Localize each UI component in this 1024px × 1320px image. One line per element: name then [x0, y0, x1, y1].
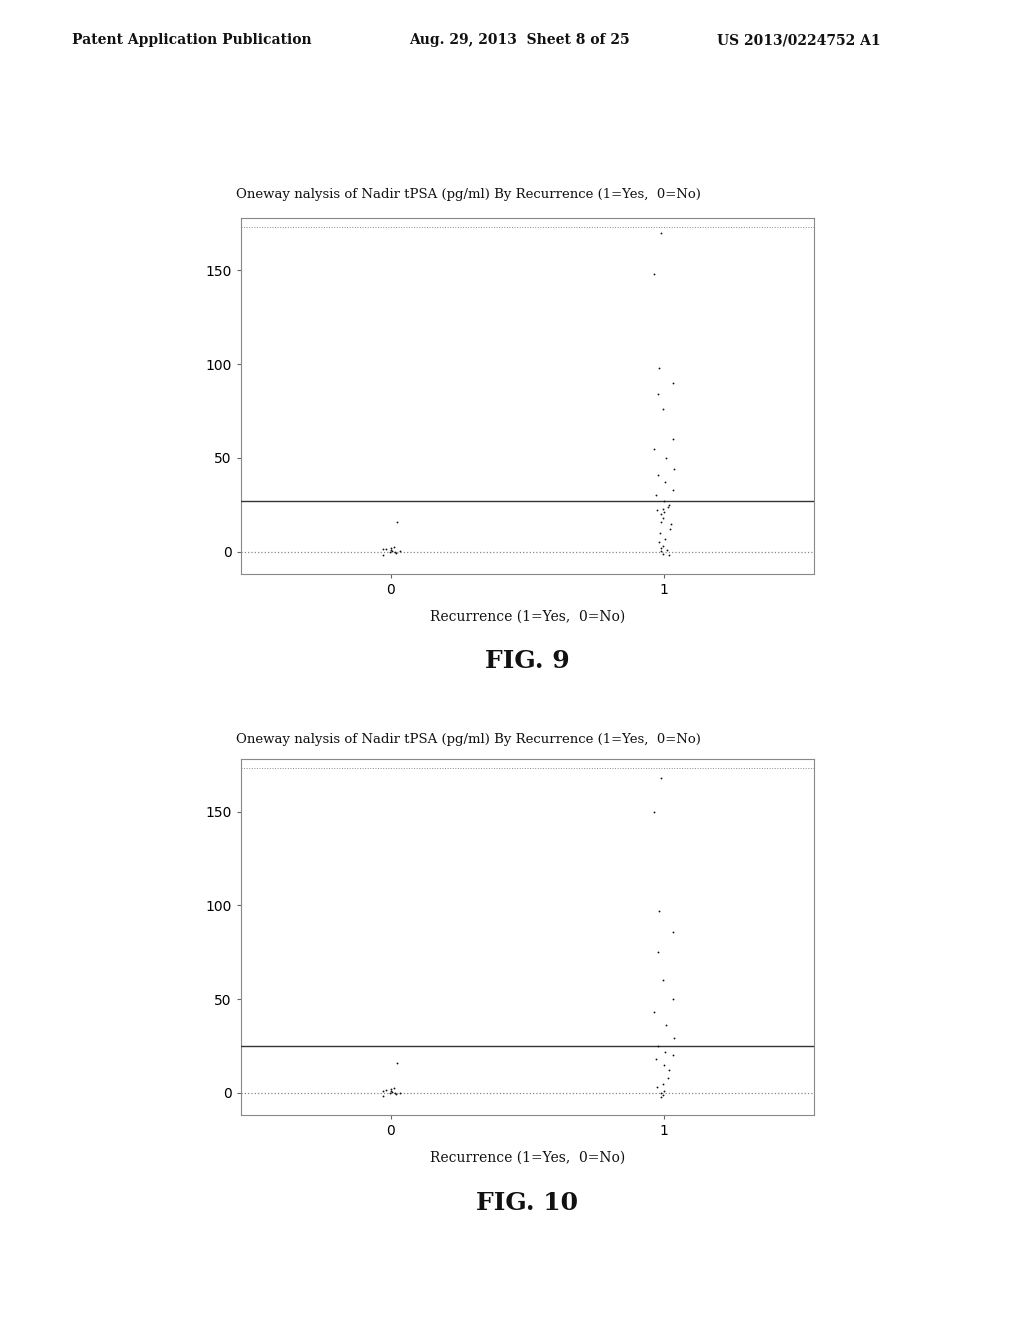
Point	[649, 941, 666, 962]
Point	[383, 540, 399, 561]
Point	[649, 500, 666, 521]
Point	[665, 479, 681, 500]
Point	[650, 465, 667, 486]
Point	[645, 1002, 662, 1023]
Point	[375, 1085, 391, 1106]
Point	[645, 438, 662, 459]
Point	[659, 540, 676, 561]
Point	[648, 484, 665, 506]
Point	[375, 539, 391, 560]
Point	[656, 1055, 673, 1076]
Point	[650, 1035, 667, 1056]
Point	[651, 532, 668, 553]
Point	[655, 1081, 672, 1102]
Point	[388, 543, 404, 564]
Point	[653, 504, 670, 525]
Point	[646, 264, 663, 285]
Point	[651, 523, 668, 544]
Point	[387, 1082, 403, 1104]
Point	[655, 502, 672, 523]
Point	[378, 1080, 394, 1101]
Point	[665, 921, 681, 942]
Point	[649, 384, 666, 405]
Text: FIG. 9: FIG. 9	[485, 649, 569, 673]
Point	[383, 540, 399, 561]
Point	[655, 498, 672, 519]
Text: US 2013/0224752 A1: US 2013/0224752 A1	[717, 33, 881, 48]
Point	[383, 537, 399, 558]
Point	[654, 536, 671, 557]
Point	[656, 471, 673, 492]
Point	[375, 1080, 391, 1101]
Point	[388, 511, 404, 532]
Text: Oneway nalysis of Nadir tPSA (pg/ml) By Recurrence (1=Yes,  0=No): Oneway nalysis of Nadir tPSA (pg/ml) By …	[236, 187, 700, 201]
Point	[657, 447, 674, 469]
Point	[662, 494, 678, 515]
Point	[654, 543, 671, 564]
Point	[665, 372, 681, 393]
Point	[392, 541, 409, 562]
Point	[651, 900, 668, 921]
Point	[664, 513, 680, 535]
Point	[666, 989, 682, 1010]
Point	[653, 540, 670, 561]
Point	[666, 429, 682, 450]
Text: Recurrence (1=Yes,  0=No): Recurrence (1=Yes, 0=No)	[430, 1151, 625, 1166]
Point	[653, 1082, 670, 1104]
Point	[655, 507, 672, 528]
Point	[657, 528, 674, 549]
Point	[388, 1052, 404, 1073]
Point	[382, 541, 398, 562]
Point	[662, 1060, 678, 1081]
Point	[659, 496, 676, 517]
Point	[383, 1078, 399, 1100]
Text: Patent Application Publication: Patent Application Publication	[72, 33, 311, 48]
Point	[653, 767, 670, 788]
Point	[646, 801, 663, 822]
Point	[649, 1077, 666, 1098]
Point	[387, 541, 403, 562]
Text: Aug. 29, 2013  Sheet 8 of 25: Aug. 29, 2013 Sheet 8 of 25	[410, 33, 630, 48]
Point	[378, 539, 394, 560]
Point	[383, 1081, 399, 1102]
Text: Recurrence (1=Yes,  0=No): Recurrence (1=Yes, 0=No)	[430, 610, 625, 624]
Point	[654, 970, 671, 991]
Point	[657, 1015, 674, 1036]
Point	[659, 1068, 676, 1089]
Point	[386, 536, 402, 557]
Text: Oneway nalysis of Nadir tPSA (pg/ml) By Recurrence (1=Yes,  0=No): Oneway nalysis of Nadir tPSA (pg/ml) By …	[236, 733, 700, 746]
Point	[655, 1084, 672, 1105]
Point	[655, 1073, 672, 1094]
Point	[386, 1077, 402, 1098]
Point	[652, 511, 669, 532]
Point	[666, 1028, 682, 1049]
Point	[651, 358, 668, 379]
Point	[382, 1082, 398, 1104]
Point	[383, 1081, 399, 1102]
Point	[666, 458, 682, 479]
Point	[388, 1084, 404, 1105]
Point	[653, 222, 670, 243]
Point	[392, 1082, 409, 1104]
Point	[652, 1086, 669, 1107]
Point	[656, 491, 673, 512]
Point	[648, 1048, 665, 1069]
Point	[656, 1041, 673, 1063]
Point	[654, 399, 671, 420]
Point	[665, 1045, 681, 1067]
Point	[375, 544, 391, 565]
Point	[662, 519, 678, 540]
Point	[660, 545, 677, 566]
Point	[652, 537, 669, 558]
Text: FIG. 10: FIG. 10	[476, 1191, 579, 1214]
